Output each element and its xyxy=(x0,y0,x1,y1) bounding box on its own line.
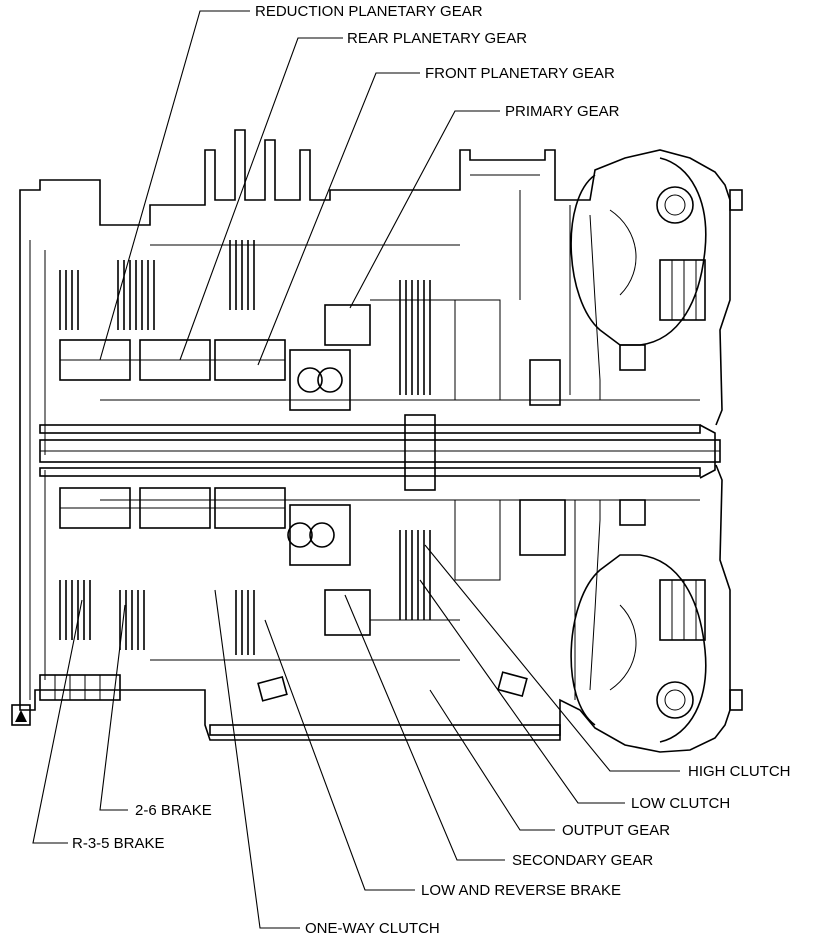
leader-r-3-5-brake xyxy=(32,599,83,844)
label-front-planetary-gear: FRONT PLANETARY GEAR xyxy=(425,65,615,82)
label-secondary-gear: SECONDARY GEAR xyxy=(512,852,653,869)
label-r-3-5-brake: R-3-5 BRAKE xyxy=(72,835,165,852)
label-high-clutch: HIGH CLUTCH xyxy=(688,763,791,780)
leader-one-way-clutch xyxy=(214,589,300,929)
housing-outline-lower xyxy=(19,235,731,753)
torque-converter xyxy=(570,157,743,743)
label-low-clutch: LOW CLUTCH xyxy=(631,795,730,812)
housing-inner-wall xyxy=(29,205,601,700)
label-2-6-brake: 2-6 BRAKE xyxy=(135,802,212,819)
leader-rear-planetary-gear xyxy=(179,37,343,361)
main-shaft xyxy=(39,414,721,491)
leader-reduction-planetary-gear xyxy=(99,10,250,361)
leader-primary-gear xyxy=(349,110,500,309)
leader-secondary-gear xyxy=(344,594,505,861)
transmission-drawing xyxy=(11,129,743,753)
leader-front-planetary-gear xyxy=(257,72,420,366)
label-reduction-planetary-gear: REDUCTION PLANETARY GEAR xyxy=(255,3,483,20)
planetary-gear-sets xyxy=(59,339,286,529)
leader-output-gear xyxy=(429,689,555,831)
callout-labels: REDUCTION PLANETARY GEAR REAR PLANETARY … xyxy=(72,3,791,937)
upper-clutch-packs xyxy=(59,240,431,395)
primary-secondary-gears xyxy=(287,304,371,636)
leader-low-clutch xyxy=(419,579,625,804)
leader-lines xyxy=(32,10,680,929)
label-one-way-clutch: ONE-WAY CLUTCH xyxy=(305,920,440,937)
structure-lines xyxy=(100,174,700,661)
leader-high-clutch xyxy=(424,544,680,772)
label-low-and-reverse-brake: LOW AND REVERSE BRAKE xyxy=(421,882,621,899)
leader-low-and-reverse-brake xyxy=(264,619,415,891)
lower-clutch-packs xyxy=(59,530,431,655)
label-rear-planetary-gear: REAR PLANETARY GEAR xyxy=(347,30,527,47)
label-primary-gear: PRIMARY GEAR xyxy=(505,103,620,120)
housing-outline-upper xyxy=(19,129,731,426)
label-output-gear: OUTPUT GEAR xyxy=(562,822,670,839)
bottom-details xyxy=(11,671,561,736)
leader-2-6-brake xyxy=(99,604,128,811)
